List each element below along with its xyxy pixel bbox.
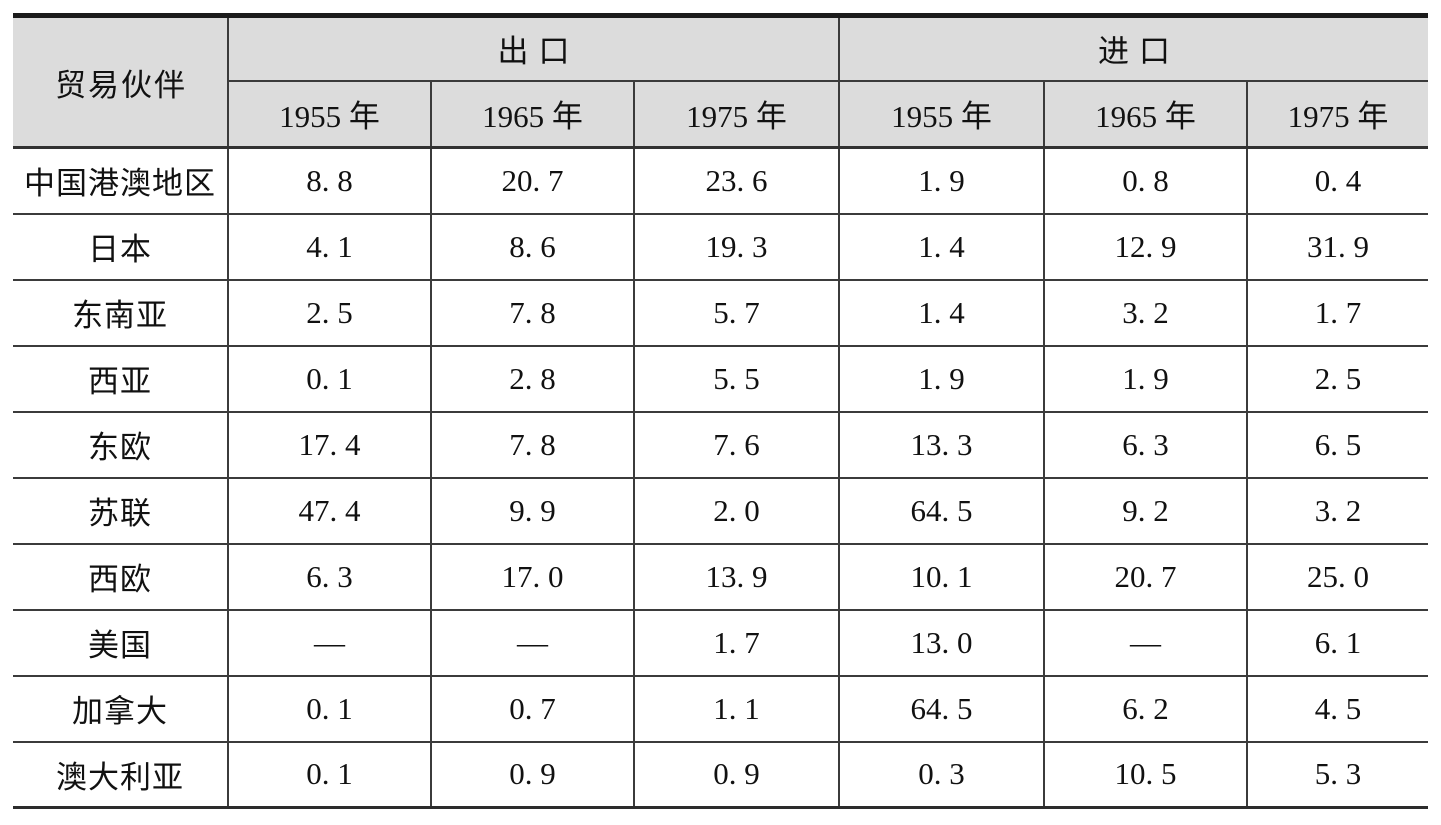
export-1965-value-cell: — bbox=[430, 609, 635, 677]
export-1955-value-cell: 47. 4 bbox=[227, 477, 432, 545]
export-1965-value-cell: 20. 7 bbox=[430, 147, 635, 215]
partner-name-cell: 西亚 bbox=[13, 345, 229, 413]
table-row: 东南亚 2. 5 7. 8 5. 7 1. 4 3. 2 1. 7 bbox=[13, 279, 1429, 347]
export-1965-value-cell: 8. 6 bbox=[430, 213, 635, 281]
partner-name-cell: 苏联 bbox=[13, 477, 229, 545]
export-year-header-1975: 1975 年 bbox=[632, 80, 841, 149]
export-1955-value-cell: 0. 1 bbox=[227, 675, 432, 743]
partner-name-cell: 西欧 bbox=[13, 543, 229, 611]
table-row: 西欧 6. 3 17. 0 13. 9 10. 1 20. 7 25. 0 bbox=[13, 543, 1429, 611]
export-1975-value-cell: 23. 6 bbox=[632, 147, 841, 215]
export-1975-value-cell: 2. 0 bbox=[632, 477, 841, 545]
import-1965-value-cell: 6. 2 bbox=[1043, 675, 1249, 743]
table-row: 中国港澳地区 8. 8 20. 7 23. 6 1. 9 0. 8 0. 4 bbox=[13, 147, 1429, 215]
import-1955-value-cell: 0. 3 bbox=[838, 741, 1046, 808]
partner-name-cell: 加拿大 bbox=[13, 675, 229, 743]
import-1955-value-cell: 1. 4 bbox=[838, 213, 1046, 281]
header-group-row: 贸易伙伴 出口 进口 bbox=[13, 15, 1429, 149]
export-1955-value-cell: 17. 4 bbox=[227, 411, 432, 479]
export-year-header-1955: 1955 年 bbox=[228, 80, 432, 149]
import-1975-value-cell: 25. 0 bbox=[1246, 543, 1429, 611]
import-group-header: 进口 bbox=[838, 15, 1429, 82]
export-1955-value-cell: 0. 1 bbox=[227, 741, 432, 808]
table-header: 贸易伙伴 出口 进口 1955 年 1965 年 1975 年 1955 年 1… bbox=[13, 15, 1429, 149]
table-row: 美国 — — 1. 7 13. 0 — 6. 1 bbox=[13, 609, 1429, 677]
export-1955-value-cell: 4. 1 bbox=[227, 213, 432, 281]
partner-name-cell: 美国 bbox=[13, 609, 229, 677]
import-1965-value-cell: 10. 5 bbox=[1043, 741, 1249, 808]
import-1975-value-cell: 6. 1 bbox=[1246, 609, 1429, 677]
import-year-header-1975: 1975 年 bbox=[1246, 80, 1429, 149]
import-1975-value-cell: 3. 2 bbox=[1246, 477, 1429, 545]
import-1965-value-cell: 1. 9 bbox=[1043, 345, 1249, 413]
import-year-header-1965: 1965 年 bbox=[1043, 80, 1249, 149]
import-1965-value-cell: 3. 2 bbox=[1043, 279, 1249, 347]
export-1975-value-cell: 1. 7 bbox=[632, 609, 841, 677]
export-1965-value-cell: 7. 8 bbox=[430, 279, 635, 347]
import-1965-value-cell: — bbox=[1043, 609, 1249, 677]
table-row: 苏联 47. 4 9. 9 2. 0 64. 5 9. 2 3. 2 bbox=[13, 477, 1429, 545]
export-1975-value-cell: 5. 5 bbox=[632, 345, 841, 413]
export-1965-value-cell: 0. 9 bbox=[430, 741, 635, 808]
table-row: 日本 4. 1 8. 6 19. 3 1. 4 12. 9 31. 9 bbox=[13, 213, 1429, 281]
import-1965-value-cell: 6. 3 bbox=[1043, 411, 1249, 479]
import-1955-value-cell: 10. 1 bbox=[838, 543, 1046, 611]
import-1955-value-cell: 64. 5 bbox=[838, 675, 1046, 743]
partner-name-cell: 东南亚 bbox=[13, 279, 229, 347]
table-body: 中国港澳地区 8. 8 20. 7 23. 6 1. 9 0. 8 0. 4 日… bbox=[13, 147, 1429, 808]
import-1975-value-cell: 5. 3 bbox=[1246, 741, 1429, 808]
export-1975-value-cell: 5. 7 bbox=[632, 279, 841, 347]
import-1965-value-cell: 12. 9 bbox=[1043, 213, 1249, 281]
export-group-header: 出口 bbox=[226, 15, 841, 82]
corner-header-trade-partner: 贸易伙伴 bbox=[13, 15, 229, 149]
import-1965-value-cell: 0. 8 bbox=[1043, 147, 1249, 215]
import-1955-value-cell: 64. 5 bbox=[838, 477, 1046, 545]
import-1955-value-cell: 13. 3 bbox=[838, 411, 1046, 479]
import-1965-value-cell: 9. 2 bbox=[1043, 477, 1249, 545]
export-1955-value-cell: — bbox=[227, 609, 432, 677]
export-1955-value-cell: 0. 1 bbox=[227, 345, 432, 413]
partner-name-cell: 中国港澳地区 bbox=[13, 147, 229, 215]
export-1955-value-cell: 2. 5 bbox=[227, 279, 432, 347]
export-1965-value-cell: 9. 9 bbox=[430, 477, 635, 545]
partner-name-cell: 东欧 bbox=[13, 411, 229, 479]
table-row: 东欧 17. 4 7. 8 7. 6 13. 3 6. 3 6. 5 bbox=[13, 411, 1429, 479]
export-1965-value-cell: 7. 8 bbox=[430, 411, 635, 479]
import-1975-value-cell: 4. 5 bbox=[1246, 675, 1429, 743]
export-1965-value-cell: 2. 8 bbox=[430, 345, 635, 413]
export-1975-value-cell: 19. 3 bbox=[632, 213, 841, 281]
export-year-header-1965: 1965 年 bbox=[430, 80, 635, 149]
import-1965-value-cell: 20. 7 bbox=[1043, 543, 1249, 611]
table-row: 澳大利亚 0. 1 0. 9 0. 9 0. 3 10. 5 5. 3 bbox=[13, 741, 1429, 808]
import-1975-value-cell: 6. 5 bbox=[1246, 411, 1429, 479]
import-1975-value-cell: 0. 4 bbox=[1246, 147, 1429, 215]
export-1955-value-cell: 6. 3 bbox=[227, 543, 432, 611]
partner-name-cell: 澳大利亚 bbox=[13, 741, 229, 808]
import-1975-value-cell: 2. 5 bbox=[1246, 345, 1429, 413]
export-1975-value-cell: 1. 1 bbox=[632, 675, 841, 743]
import-1955-value-cell: 1. 9 bbox=[838, 147, 1046, 215]
trade-partners-table: 贸易伙伴 出口 进口 1955 年 1965 年 1975 年 1955 年 1… bbox=[13, 13, 1429, 809]
header-years-row: 1955 年 1965 年 1975 年 1955 年 1965 年 1975 … bbox=[13, 80, 1429, 149]
table-row: 加拿大 0. 1 0. 7 1. 1 64. 5 6. 2 4. 5 bbox=[13, 675, 1429, 743]
table-row: 西亚 0. 1 2. 8 5. 5 1. 9 1. 9 2. 5 bbox=[13, 345, 1429, 413]
import-1975-value-cell: 1. 7 bbox=[1246, 279, 1429, 347]
import-1955-value-cell: 1. 9 bbox=[838, 345, 1046, 413]
import-1975-value-cell: 31. 9 bbox=[1246, 213, 1429, 281]
export-1975-value-cell: 13. 9 bbox=[632, 543, 841, 611]
import-1955-value-cell: 13. 0 bbox=[838, 609, 1046, 677]
partner-name-cell: 日本 bbox=[13, 213, 229, 281]
export-1965-value-cell: 0. 7 bbox=[430, 675, 635, 743]
import-year-header-1955: 1955 年 bbox=[838, 80, 1046, 149]
export-1975-value-cell: 7. 6 bbox=[632, 411, 841, 479]
export-1955-value-cell: 8. 8 bbox=[227, 147, 432, 215]
import-1955-value-cell: 1. 4 bbox=[838, 279, 1046, 347]
export-1975-value-cell: 0. 9 bbox=[632, 741, 841, 808]
export-1965-value-cell: 17. 0 bbox=[430, 543, 635, 611]
